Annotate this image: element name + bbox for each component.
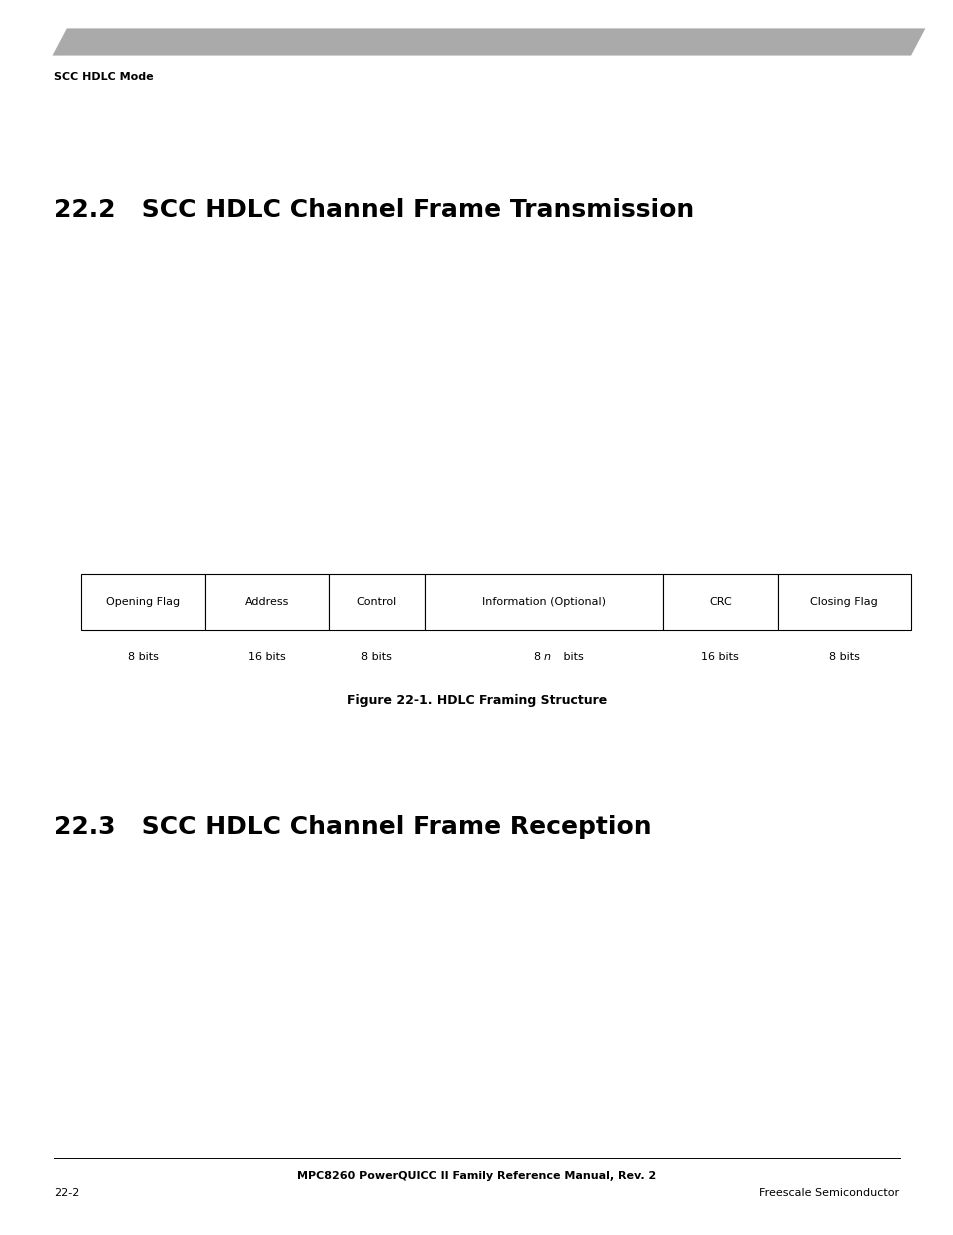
Text: 8 bits: 8 bits (361, 652, 392, 662)
Text: Closing Flag: Closing Flag (809, 597, 878, 608)
Text: 8: 8 (534, 652, 543, 662)
Text: 22-2: 22-2 (54, 1188, 80, 1198)
Polygon shape (52, 28, 924, 56)
Text: 22.2   SCC HDLC Channel Frame Transmission: 22.2 SCC HDLC Channel Frame Transmission (54, 198, 694, 221)
Bar (329, 574, 424, 630)
Text: Figure 22-1. HDLC Framing Structure: Figure 22-1. HDLC Framing Structure (347, 694, 606, 708)
Text: n: n (543, 652, 550, 662)
Text: 22.3   SCC HDLC Channel Frame Reception: 22.3 SCC HDLC Channel Frame Reception (54, 815, 651, 839)
Text: Freescale Semiconductor: Freescale Semiconductor (759, 1188, 899, 1198)
Text: Address: Address (245, 597, 289, 608)
Bar (777, 574, 910, 630)
Bar (205, 574, 329, 630)
Text: Opening Flag: Opening Flag (106, 597, 180, 608)
Text: SCC HDLC Mode: SCC HDLC Mode (54, 72, 153, 82)
Text: 16 bits: 16 bits (248, 652, 286, 662)
Text: Control: Control (356, 597, 396, 608)
Text: MPC8260 PowerQUICC II Family Reference Manual, Rev. 2: MPC8260 PowerQUICC II Family Reference M… (297, 1171, 656, 1181)
Text: Information (Optional): Information (Optional) (481, 597, 605, 608)
Text: 8 bits: 8 bits (828, 652, 859, 662)
Bar (424, 574, 662, 630)
Bar (662, 574, 777, 630)
Bar (81, 574, 205, 630)
Text: 16 bits: 16 bits (700, 652, 739, 662)
Text: bits: bits (559, 652, 583, 662)
Text: 8 bits: 8 bits (128, 652, 158, 662)
Text: CRC: CRC (708, 597, 731, 608)
